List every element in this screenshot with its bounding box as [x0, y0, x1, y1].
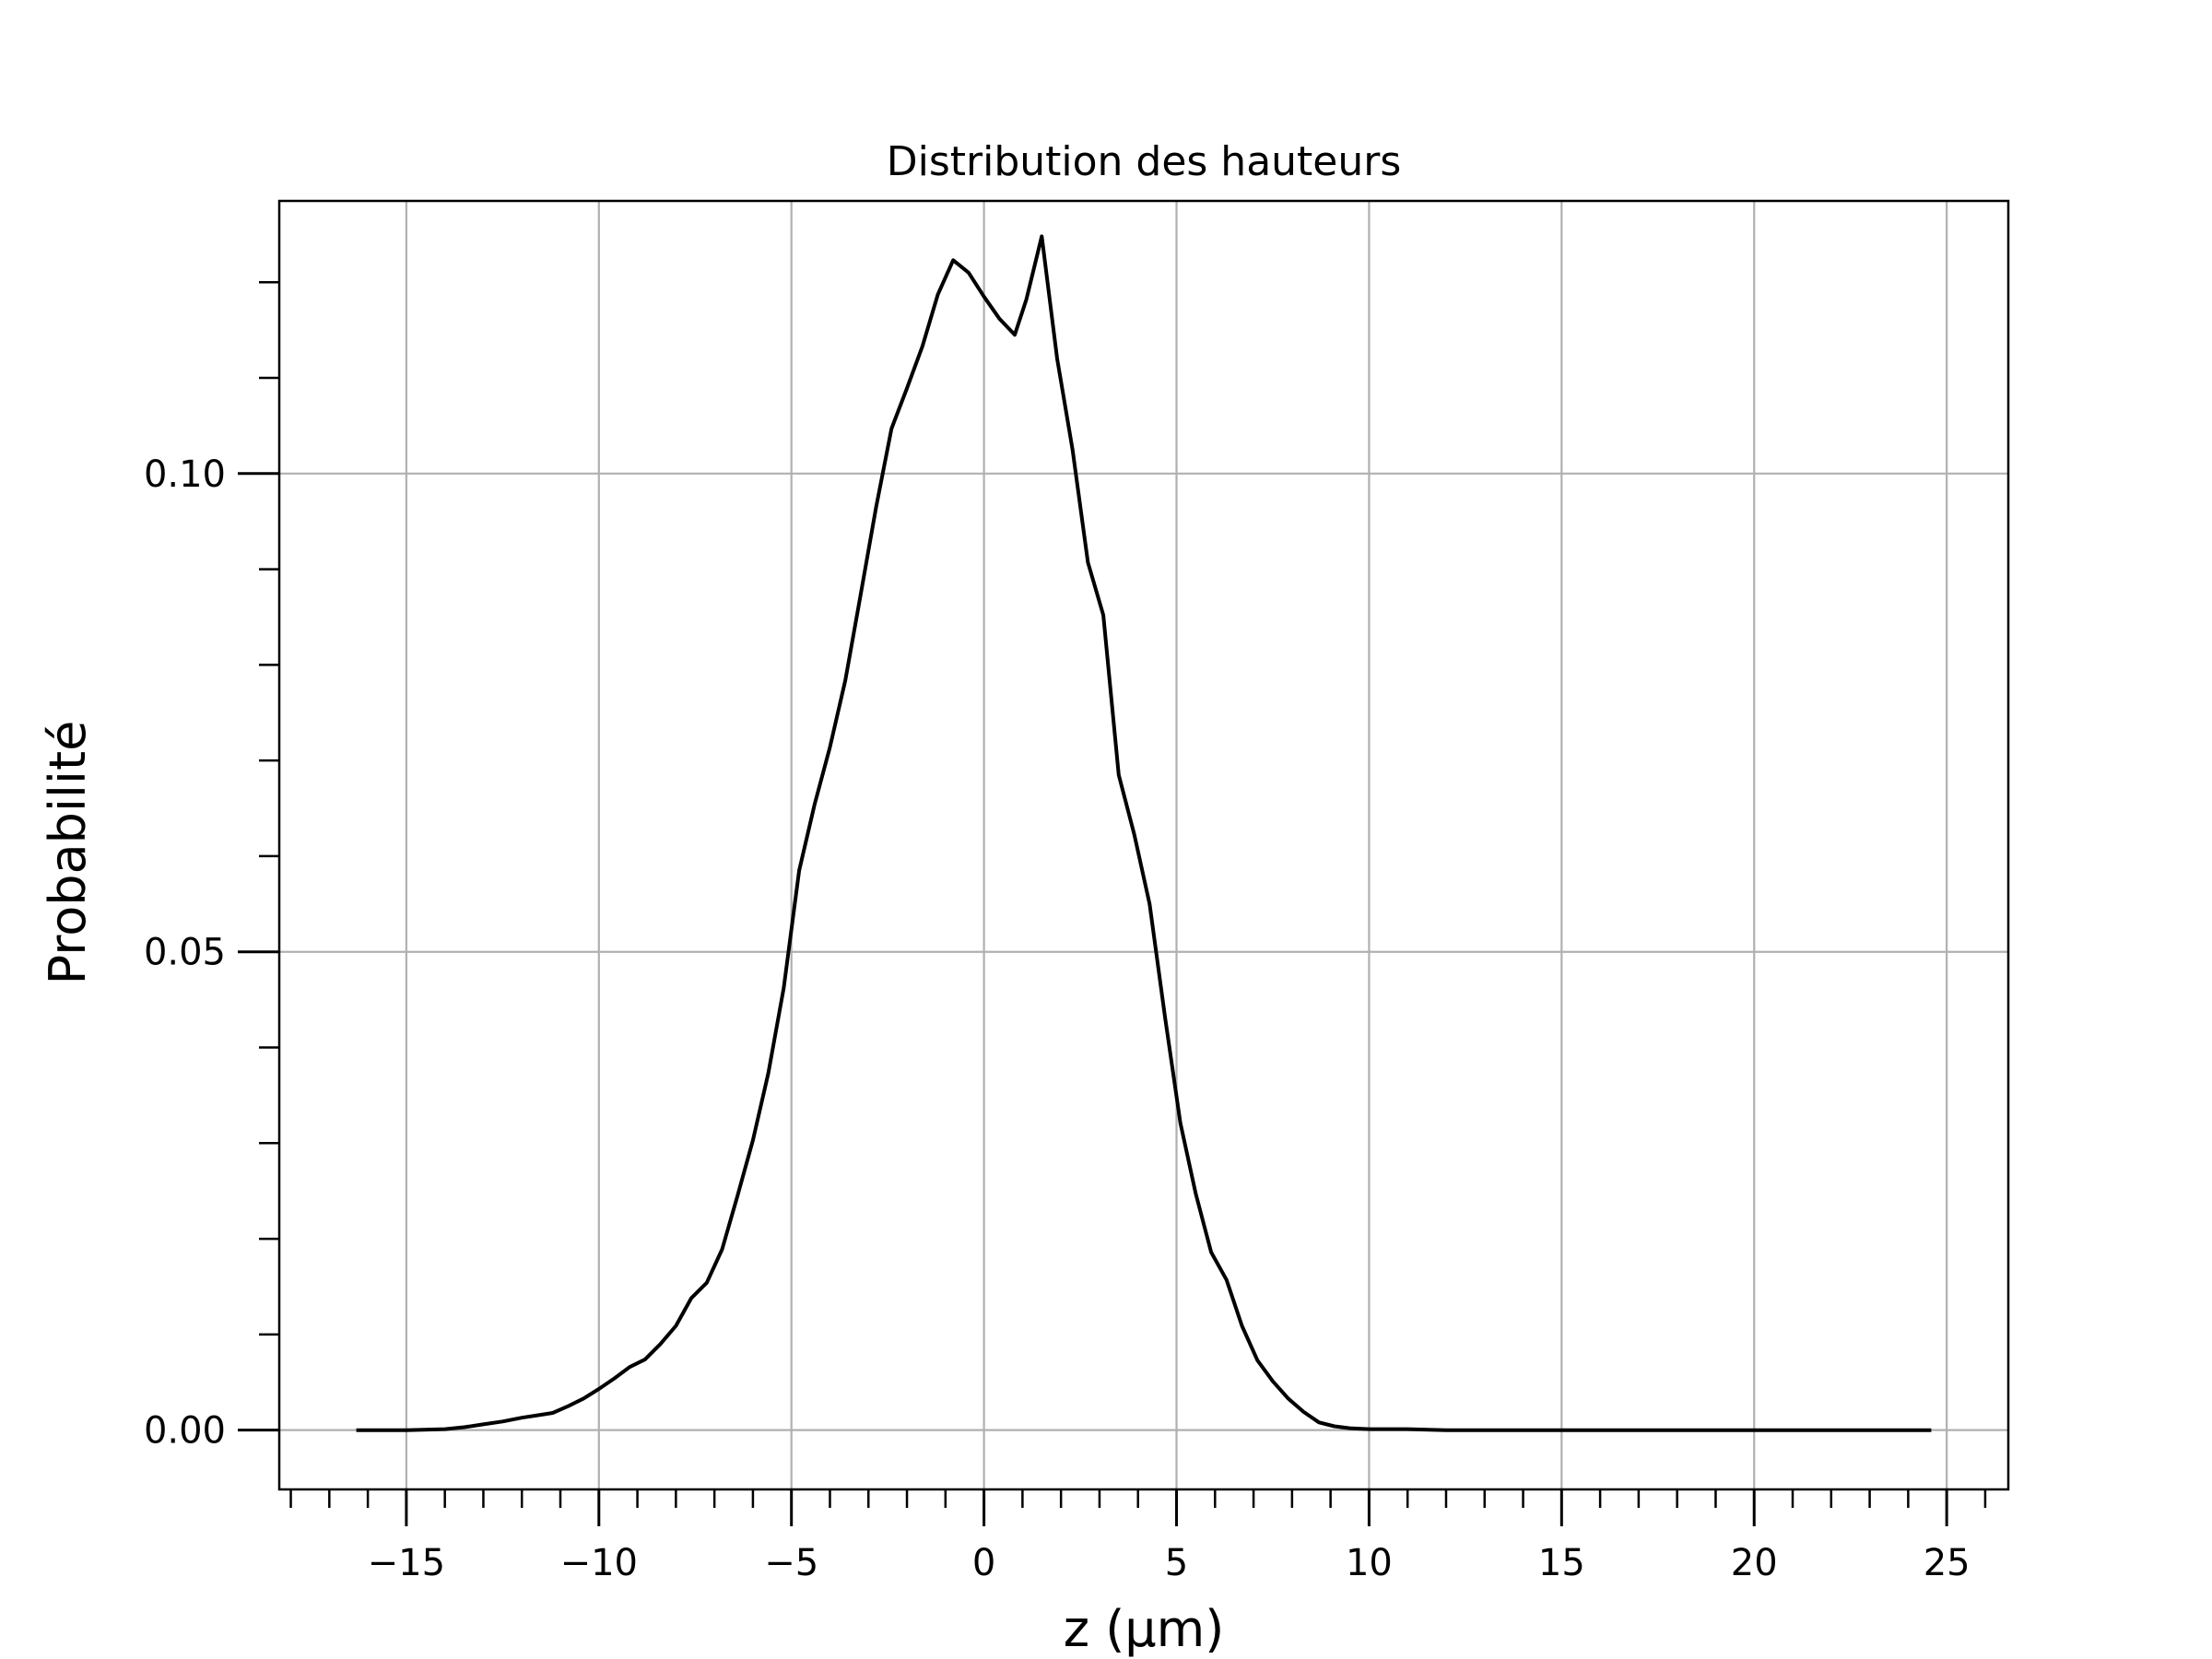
x-tick-label-2: −5 [764, 1542, 818, 1584]
x-tick-label-8: 25 [1924, 1542, 1971, 1584]
x-axis-title: z (µm) [1064, 1600, 1225, 1658]
x-tick-label-4: 5 [1165, 1542, 1188, 1584]
grid [279, 201, 2008, 1489]
series-line-0 [356, 234, 1932, 1432]
x-tick-label-5: 10 [1346, 1542, 1393, 1584]
y-axis: 0.00 0.05 0.10 [144, 280, 279, 1453]
x-axis: −15 −10 −5 0 5 10 15 20 25 [289, 1489, 1987, 1584]
x-tick-label-1: −10 [560, 1542, 638, 1584]
plot-line-group [356, 234, 1932, 1432]
x-tick-label-0: −15 [368, 1542, 445, 1584]
y-tick-label-0: 0.00 [144, 1410, 226, 1453]
chart-title: Distribution des hauteurs [887, 138, 1402, 185]
x-tick-label-3: 0 [972, 1542, 995, 1584]
y-tick-label-1: 0.05 [144, 932, 226, 974]
y-tick-label-2: 0.10 [144, 453, 226, 496]
y-axis-title: Probabilité [39, 721, 97, 985]
plot-frame [277, 199, 2010, 1491]
x-tick-label-7: 20 [1731, 1542, 1778, 1584]
x-tick-label-6: 15 [1538, 1542, 1585, 1584]
